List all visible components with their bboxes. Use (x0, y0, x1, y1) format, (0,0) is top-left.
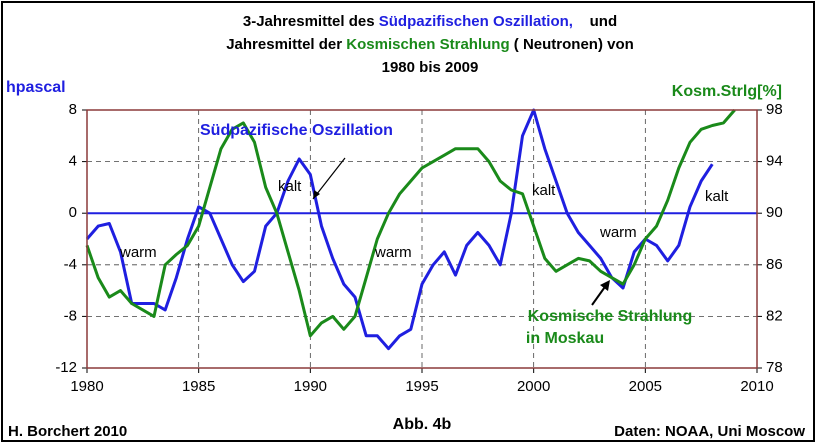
footer-right: Daten: NOAA, Uni Moscow (614, 423, 805, 440)
plot: -12 -8 -4 0 4 8 78 82 86 90 94 98 1980 1985 1990 1995 20… (55, 101, 782, 395)
series-line (85, 109, 736, 338)
y-tick-label: 4 (69, 153, 77, 170)
annotation: Südpazifische Oszillation (200, 122, 393, 139)
y-axis-label: hpascal (6, 79, 66, 96)
x-tick-label: 2000 (517, 378, 550, 395)
x-tick-label: 1985 (182, 378, 215, 395)
annotation: kalt (705, 188, 729, 205)
annotation: Kosmische Strahlung (528, 308, 692, 325)
y2-tick-label: 98 (766, 101, 783, 118)
annotation: warm (374, 244, 412, 261)
y-tick-label: 8 (69, 101, 77, 118)
plot-border (86, 109, 758, 369)
y-tick-label: -4 (64, 256, 77, 273)
arrow-head (600, 280, 610, 291)
chart-title: Jahresmittel der Kosmischen Strahlung ( … (226, 36, 634, 53)
annotation: kalt (532, 182, 556, 199)
title-segment: Südpazifischen Oszillation, (379, 13, 573, 30)
series-line (85, 108, 714, 351)
x-tick-label: 1995 (405, 378, 438, 395)
annotation: warm (119, 244, 157, 261)
y2-tick-label: 78 (766, 359, 783, 376)
footer-left: H. Borchert 2010 (8, 423, 127, 440)
x-tick-label: 2010 (740, 378, 773, 395)
title-segment: und (573, 13, 617, 30)
annotation: kalt (278, 178, 302, 195)
footer-center: Abb. 4b (393, 416, 452, 433)
title-segment: Jahresmittel der (226, 36, 346, 53)
title-segment: ( Neutronen) von (510, 36, 634, 53)
y-tick-label: 0 (69, 204, 77, 221)
arrow-head (313, 190, 320, 199)
y2-axis-label: Kosm.Strlg[%] (672, 83, 782, 100)
title-segment: Kosmischen Strahlung (346, 36, 509, 53)
arrow (312, 157, 346, 200)
chart-title: 1980 bis 2009 (382, 59, 479, 76)
annotation: in Moskau (526, 330, 604, 347)
title-segment: 3-Jahresmittel des (243, 13, 379, 30)
y2-tick-label: 90 (766, 204, 783, 221)
title-group: 3-Jahresmittel des Südpazifischen Oszill… (226, 13, 634, 76)
title-segment: 1980 bis 2009 (382, 59, 479, 76)
y2-tick-label: 94 (766, 153, 783, 170)
y2-tick-label: 82 (766, 307, 783, 324)
y-tick-label: -8 (64, 307, 77, 324)
chart-title: 3-Jahresmittel des Südpazifischen Oszill… (243, 13, 617, 30)
y2-tick-label: 86 (766, 256, 783, 273)
x-tick-label: 1980 (70, 378, 103, 395)
y-tick-label: -12 (55, 359, 77, 376)
x-tick-label: 1990 (294, 378, 327, 395)
x-tick-label: 2005 (629, 378, 662, 395)
annotation: warm (599, 224, 637, 241)
